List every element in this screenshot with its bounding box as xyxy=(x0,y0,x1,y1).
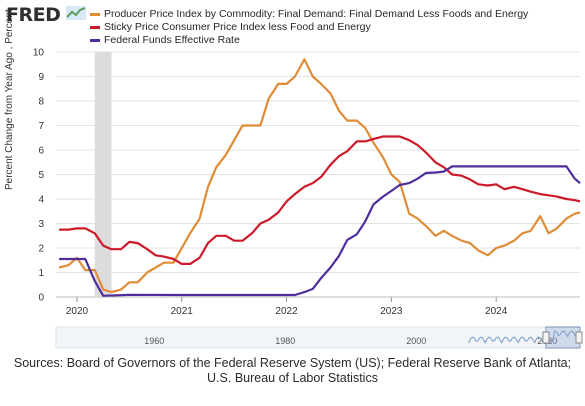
navigator[interactable]: 1960198020002020 xyxy=(55,326,583,349)
y-tick-label-10: 10 xyxy=(33,48,45,59)
y-tick-label-8: 8 xyxy=(38,97,44,108)
source-line-1: Sources: Board of Governors of the Feder… xyxy=(13,356,572,370)
legend-swatch-sticky-cpi xyxy=(90,25,100,29)
navigator-tick-1960: 1960 xyxy=(144,336,164,346)
navigator-handle-right[interactable] xyxy=(575,331,583,344)
navigator-tick-2000: 2000 xyxy=(406,336,426,346)
legend-label-fed-funds: Federal Funds Effective Rate xyxy=(104,34,240,46)
recession-layer xyxy=(94,52,112,297)
x-tick-label-2021: 2021 xyxy=(171,306,194,317)
x-tick-label-2022: 2022 xyxy=(275,306,298,317)
recession-band xyxy=(94,52,112,297)
legend-item-ppi[interactable]: Producer Price Index by Commodity: Final… xyxy=(90,8,528,20)
y-tick-label-6: 6 xyxy=(38,146,44,157)
navigator-sparkline xyxy=(468,330,580,345)
series-layer xyxy=(58,58,581,297)
legend-swatch-fed-funds xyxy=(90,38,100,42)
y-tick-label-5: 5 xyxy=(38,170,44,181)
legend-label-sticky-cpi: Sticky Price Consumer Price Index less F… xyxy=(104,21,371,33)
source-line-2: U.S. Bureau of Labor Statistics xyxy=(207,371,378,385)
y-tick-label-1: 1 xyxy=(38,268,44,279)
series-line-1 xyxy=(59,135,581,265)
y-tick-label-4: 4 xyxy=(38,195,44,206)
x-tick-label-2023: 2023 xyxy=(380,306,403,317)
y-tick-label-9: 9 xyxy=(38,72,44,83)
chart-header: FRED Producer Price Index by Commodity: … xyxy=(0,0,585,52)
series-line-2 xyxy=(59,165,581,297)
grid-layer xyxy=(56,51,580,298)
navigator-tick-1980: 1980 xyxy=(275,336,295,346)
legend-item-fed-funds[interactable]: Federal Funds Effective Rate xyxy=(90,34,240,46)
x-tick-label-2024: 2024 xyxy=(485,306,508,317)
x-tick-label-2020: 2020 xyxy=(66,306,89,317)
y-tick-label-7: 7 xyxy=(38,121,44,132)
legend-label-ppi: Producer Price Index by Commodity: Final… xyxy=(104,8,529,20)
y-tick-label-0: 0 xyxy=(38,293,44,304)
fred-logo[interactable]: FRED xyxy=(6,4,61,26)
axis-layer: 0 1 2 3 4 5 6 7 8 9 10 2020 2021 2022 2023 2024 xyxy=(33,48,508,318)
navigator-handle-left[interactable] xyxy=(542,331,550,344)
y-tick-label-3: 3 xyxy=(38,219,44,230)
legend-swatch-ppi xyxy=(90,12,100,16)
legend-item-sticky-cpi[interactable]: Sticky Price Consumer Price Index less F… xyxy=(90,21,371,33)
y-tick-label-2: 2 xyxy=(38,244,44,255)
navigator-selection xyxy=(545,326,581,349)
series-line-0 xyxy=(58,58,581,294)
fred-chart-icon xyxy=(66,6,86,20)
navigator-track xyxy=(55,326,581,349)
source-note: Sources: Board of Governors of the Feder… xyxy=(0,356,585,386)
